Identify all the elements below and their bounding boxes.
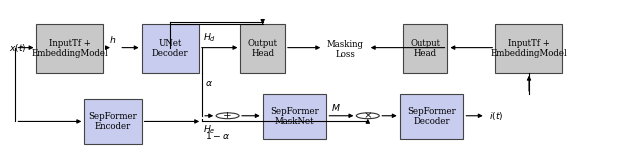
Circle shape <box>216 113 239 119</box>
Text: Output
Head: Output Head <box>248 39 278 58</box>
Text: SepFormer
MaskNet: SepFormer MaskNet <box>270 107 319 126</box>
Text: $1-\alpha$: $1-\alpha$ <box>205 130 230 141</box>
Text: $M$: $M$ <box>331 102 340 113</box>
Text: ×: × <box>364 111 372 120</box>
Text: InputTf +
EmbeddingModel: InputTf + EmbeddingModel <box>31 39 108 58</box>
Text: Output
Head: Output Head <box>410 39 440 58</box>
FancyBboxPatch shape <box>36 24 103 73</box>
Text: UNet
Decoder: UNet Decoder <box>152 39 189 58</box>
FancyBboxPatch shape <box>141 24 199 73</box>
FancyBboxPatch shape <box>403 24 447 73</box>
Text: $H_e$: $H_e$ <box>204 124 216 136</box>
Text: $h$: $h$ <box>109 34 116 45</box>
FancyBboxPatch shape <box>262 94 326 139</box>
Circle shape <box>356 113 380 119</box>
Text: $x(t)$: $x(t)$ <box>9 42 27 54</box>
FancyBboxPatch shape <box>495 24 562 73</box>
Text: +: + <box>223 111 232 120</box>
Text: SepFormer
Decoder: SepFormer Decoder <box>407 107 456 126</box>
FancyBboxPatch shape <box>399 94 463 139</box>
Text: SepFormer
Encoder: SepFormer Encoder <box>88 112 137 131</box>
FancyBboxPatch shape <box>241 24 285 73</box>
Text: InputTf +
EmbeddingModel: InputTf + EmbeddingModel <box>490 39 567 58</box>
FancyBboxPatch shape <box>84 99 141 144</box>
Text: $\alpha$: $\alpha$ <box>205 79 213 88</box>
Text: $H_d$: $H_d$ <box>204 32 216 44</box>
Text: Masking
Loss: Masking Loss <box>327 40 364 59</box>
Text: $i(t)$: $i(t)$ <box>489 110 504 122</box>
